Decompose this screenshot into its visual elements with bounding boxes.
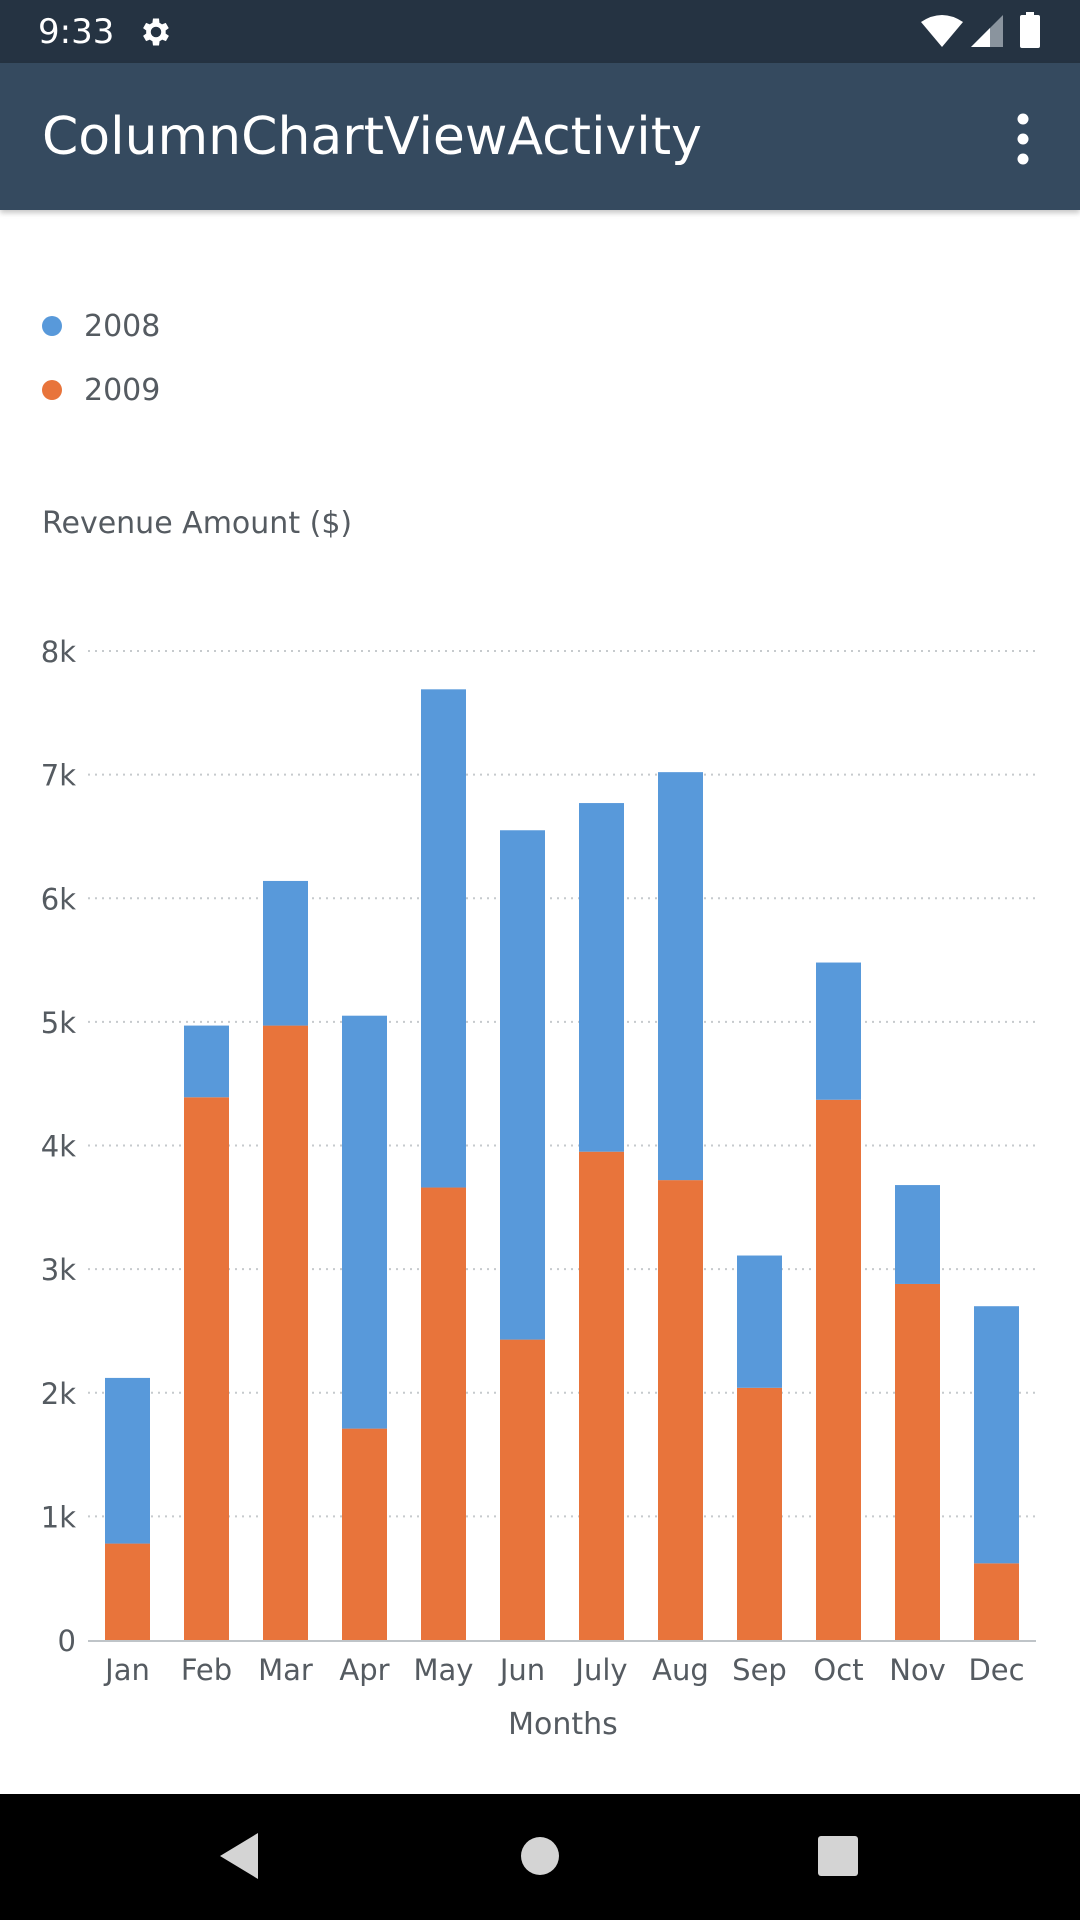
bar-mar-2009[interactable] (263, 1025, 308, 1640)
x-tick-label: May (414, 1653, 474, 1687)
legend-item-2009: 2009 (42, 370, 160, 410)
home-icon[interactable] (520, 1836, 560, 1876)
bar-jun-2008[interactable] (500, 830, 545, 1340)
bar-jan-2009[interactable] (105, 1543, 150, 1640)
bar-july-2009[interactable] (579, 1151, 624, 1640)
bar-oct-2008[interactable] (816, 962, 861, 1100)
y-tick-label: 2k (41, 1377, 76, 1411)
bar-may-2009[interactable] (421, 1187, 466, 1640)
bar-may-2008[interactable] (421, 689, 466, 1188)
bar-aug-2009[interactable] (658, 1180, 703, 1640)
x-tick-label: Mar (258, 1653, 313, 1687)
wifi-icon (921, 15, 963, 47)
bar-sep-2008[interactable] (737, 1255, 782, 1388)
x-tick-label: Apr (339, 1653, 389, 1687)
legend-label-2009: 2009 (84, 372, 161, 408)
legend-label-2008: 2008 (84, 308, 161, 344)
y-tick-label: 4k (41, 1130, 76, 1164)
y-tick-label: 1k (41, 1500, 76, 1534)
y-tick-label: 8k (41, 635, 76, 669)
y-tick-label: 0 (58, 1624, 76, 1658)
x-tick-label: Oct (813, 1653, 863, 1687)
bar-oct-2009[interactable] (816, 1099, 861, 1640)
x-tick-label: Jun (498, 1653, 545, 1687)
bar-apr-2009[interactable] (342, 1428, 387, 1640)
settings-gear-icon (143, 18, 169, 46)
status-bar: 9:33 (0, 0, 1080, 63)
bar-jan-2008[interactable] (105, 1377, 150, 1544)
recents-icon[interactable] (818, 1836, 858, 1876)
stacked-column-chart: 0 1k 2k 3k 4k 5k 6k 7k 8k Jan Feb Mar Apr May Jun July A… (41, 635, 1036, 1687)
x-tick-label: Dec (968, 1653, 1024, 1687)
app-bar: ColumnChartViewActivity (0, 63, 1080, 210)
bar-aug-2008[interactable] (658, 772, 703, 1181)
y-axis-title: Revenue Amount ($) (42, 506, 353, 541)
legend-item-2008: 2008 (42, 306, 160, 346)
bar-july-2008[interactable] (579, 803, 624, 1152)
x-tick-label: Aug (652, 1653, 709, 1687)
battery-icon (1020, 12, 1040, 48)
navigation-bar (0, 1794, 1080, 1920)
status-time: 9:33 (38, 12, 115, 52)
y-tick-label: 7k (41, 759, 76, 793)
more-vert-icon[interactable] (1003, 111, 1043, 167)
y-tick-label: 3k (41, 1253, 76, 1287)
bar-nov-2009[interactable] (895, 1283, 940, 1640)
bar-feb-2009[interactable] (184, 1097, 229, 1640)
bar-feb-2008[interactable] (184, 1025, 229, 1098)
legend-dot-2009 (42, 380, 62, 400)
bar-mar-2008[interactable] (263, 880, 308, 1026)
back-icon[interactable] (218, 1831, 260, 1881)
x-tick-label: Jan (103, 1653, 150, 1687)
x-tick-label: Feb (181, 1653, 232, 1687)
bar-jun-2009[interactable] (500, 1339, 545, 1640)
y-tick-label: 5k (41, 1006, 76, 1040)
legend-dot-2008 (42, 316, 62, 336)
x-tick-label: Sep (732, 1653, 787, 1687)
x-tick-label: Nov (889, 1653, 946, 1687)
bar-nov-2008[interactable] (895, 1185, 940, 1284)
bar-dec-2009[interactable] (974, 1563, 1019, 1640)
cellular-signal-icon (971, 15, 1003, 47)
bar-sep-2009[interactable] (737, 1387, 782, 1640)
bar-apr-2008[interactable] (342, 1015, 387, 1429)
x-tick-label: July (573, 1653, 627, 1687)
bar-dec-2008[interactable] (974, 1306, 1019, 1564)
page-title: ColumnChartViewActivity (42, 107, 702, 167)
x-axis-title: Months (508, 1707, 618, 1742)
y-tick-label: 6k (41, 882, 76, 916)
